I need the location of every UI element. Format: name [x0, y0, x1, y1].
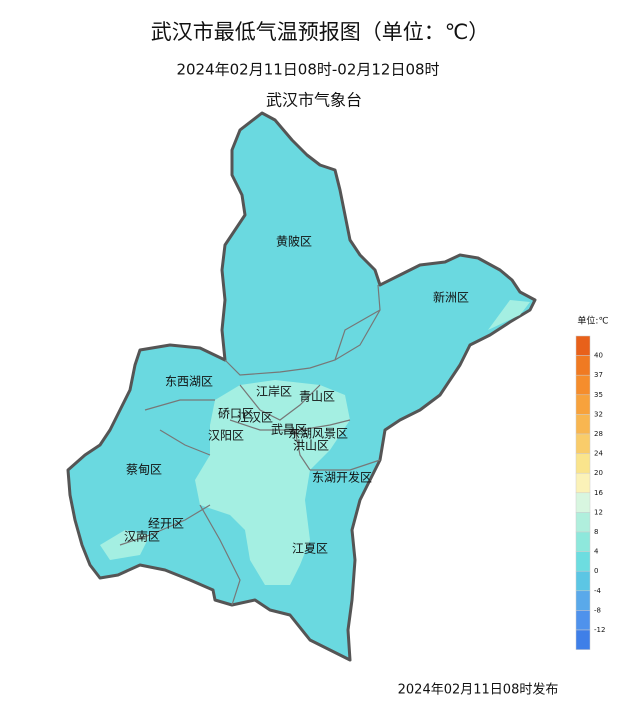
legend-swatch — [575, 433, 591, 454]
title: 武汉市最低气温预报图（单位：℃） — [151, 20, 490, 44]
legend-label: 37 — [594, 371, 603, 379]
issued: 2024年02月11日08时发布 — [398, 682, 559, 698]
district-label: 江汉区 — [237, 411, 273, 425]
district-label: 江岸区 — [256, 385, 292, 399]
district-borders — [119, 284, 381, 606]
legend-label: 12 — [594, 508, 603, 516]
legend-swatch — [575, 551, 591, 572]
district-label: 东湖风景区 — [288, 426, 348, 441]
district-label: 东西湖区 — [165, 374, 213, 389]
legend-swatch — [575, 610, 591, 631]
legend-title: 单位:℃ — [577, 315, 608, 327]
legend-label: 16 — [594, 489, 603, 497]
legend-swatch — [575, 335, 591, 356]
legend-label: 20 — [594, 469, 603, 477]
legend-label: 32 — [594, 410, 603, 418]
legend-swatch — [575, 453, 591, 474]
legend-swatch — [575, 590, 591, 611]
warm-zone-west — [100, 530, 150, 560]
legend-swatch — [575, 355, 591, 376]
legend-label: 40 — [594, 352, 603, 360]
legend-label: 28 — [594, 430, 603, 438]
legend-label: 4 — [594, 548, 599, 556]
warm-zone-east — [488, 300, 530, 330]
district-label: 东湖开发区 — [312, 470, 372, 485]
legend-swatch — [575, 512, 591, 533]
legend-swatch — [575, 394, 591, 415]
district-label: 经开区 — [148, 517, 184, 531]
legend-label: 24 — [594, 450, 603, 458]
legend-swatch — [575, 629, 591, 650]
district-label: 蔡甸区 — [126, 463, 162, 477]
district-label: 汉南区 — [124, 529, 160, 544]
district-label: 硚口区 — [218, 407, 254, 421]
legend-swatch — [575, 492, 591, 513]
legend-swatch — [575, 531, 591, 552]
legend-swatch — [575, 472, 591, 494]
agency: 武汉市气象台 — [266, 91, 362, 110]
legend-label: -8 — [594, 606, 601, 614]
legend-swatch — [575, 414, 591, 435]
district-label: 青山区 — [299, 390, 335, 404]
district-label: 新洲区 — [433, 290, 469, 305]
district-label: 武昌区 — [271, 423, 307, 437]
legend-label: 8 — [594, 528, 598, 536]
warm-zone — [195, 380, 350, 585]
legend-swatch — [575, 570, 591, 592]
legend-swatch — [575, 374, 591, 396]
district-label: 洪山区 — [293, 439, 329, 453]
legend-label: -4 — [594, 587, 602, 595]
legend-label: 0 — [594, 567, 598, 575]
period: 2024年02月11日08时-02月12日08时 — [176, 61, 439, 79]
district-label: 江夏区 — [292, 542, 328, 556]
district-label: 汉阳区 — [208, 429, 244, 443]
district-label: 黄陂区 — [276, 234, 312, 249]
legend-label: -12 — [594, 626, 605, 634]
legend-label: 35 — [594, 391, 603, 399]
